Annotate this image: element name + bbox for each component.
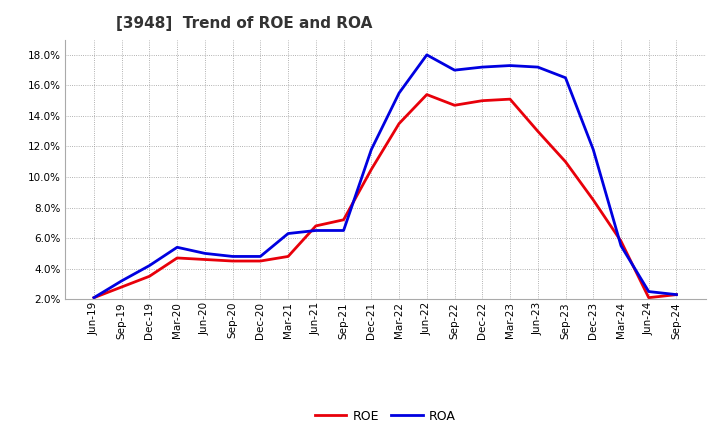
- ROA: [478, 64, 487, 70]
- ROE: [145, 274, 154, 279]
- Legend: ROE, ROA: ROE, ROA: [310, 405, 461, 428]
- Text: [3948]  Trend of ROE and ROA: [3948] Trend of ROE and ROA: [116, 16, 372, 32]
- ROE: [534, 128, 542, 134]
- ROE: [450, 103, 459, 108]
- ROA: [201, 251, 210, 256]
- ROA: [395, 90, 403, 95]
- ROA: [644, 289, 653, 294]
- ROE: [561, 159, 570, 165]
- ROE: [423, 92, 431, 97]
- ROE: [395, 121, 403, 126]
- ROE: [505, 96, 514, 102]
- Line: ROA: ROA: [94, 55, 677, 298]
- ROA: [117, 278, 126, 283]
- ROA: [561, 75, 570, 81]
- ROA: [672, 292, 681, 297]
- ROE: [616, 238, 625, 244]
- ROA: [312, 228, 320, 233]
- ROE: [89, 295, 98, 301]
- ROA: [228, 254, 237, 259]
- ROA: [339, 228, 348, 233]
- ROE: [228, 258, 237, 264]
- ROE: [173, 255, 181, 260]
- ROA: [589, 147, 598, 152]
- ROE: [339, 217, 348, 223]
- ROE: [312, 223, 320, 228]
- ROE: [284, 254, 292, 259]
- ROA: [284, 231, 292, 236]
- ROA: [423, 52, 431, 58]
- ROE: [367, 167, 376, 172]
- Line: ROE: ROE: [94, 95, 677, 298]
- ROA: [505, 63, 514, 68]
- ROE: [256, 258, 265, 264]
- ROA: [367, 147, 376, 152]
- ROE: [201, 257, 210, 262]
- ROE: [644, 295, 653, 301]
- ROA: [534, 64, 542, 70]
- ROA: [616, 243, 625, 249]
- ROE: [589, 197, 598, 202]
- ROA: [173, 245, 181, 250]
- ROA: [145, 263, 154, 268]
- ROE: [672, 292, 681, 297]
- ROA: [256, 254, 265, 259]
- ROA: [89, 295, 98, 301]
- ROE: [478, 98, 487, 103]
- ROA: [450, 67, 459, 73]
- ROE: [117, 284, 126, 290]
